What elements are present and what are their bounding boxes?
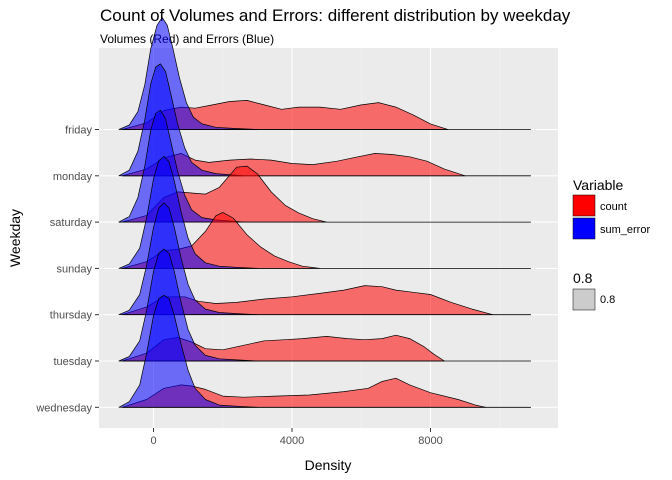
chart-title: Count of Volumes and Errors: different d… [100, 6, 571, 25]
y-tick-label: monday [53, 171, 93, 183]
legend-alpha-title: 0.8 [573, 270, 593, 286]
x-tick-label: 4000 [280, 435, 304, 447]
y-axis-title: Weekday [7, 209, 23, 267]
legend-fill-title: Variable [573, 177, 624, 193]
y-tick-label: saturday [50, 217, 93, 229]
x-axis: 0 4000 8000 [150, 428, 443, 447]
chart-subtitle: Volumes (Red) and Errors (Blue) [100, 32, 275, 46]
legend-label-alpha: 0.8 [600, 294, 615, 306]
legend-swatch-count [572, 194, 596, 217]
legend-swatch-sum-error [572, 217, 596, 240]
y-tick-label: thursday [50, 310, 93, 322]
y-tick-label: tuesday [53, 356, 92, 368]
x-tick-label: 8000 [418, 435, 442, 447]
y-axis: wednesday tuesday thursday sunday saturday mo… [35, 125, 99, 414]
ridges [118, 17, 531, 408]
legend: Variable count sum_error 0.8 0.8 [572, 177, 650, 311]
y-tick-label: sunday [57, 263, 93, 275]
legend-label-count: count [600, 201, 627, 213]
y-tick-label: friday [65, 125, 92, 137]
y-tick-label: wednesday [35, 402, 92, 414]
x-tick-label: 0 [150, 435, 156, 447]
legend-label-sum-error: sum_error [600, 224, 650, 236]
ridge-sum-error-wednesday [118, 294, 258, 408]
legend-swatch-alpha [572, 288, 596, 311]
x-axis-title: Density [305, 457, 352, 473]
